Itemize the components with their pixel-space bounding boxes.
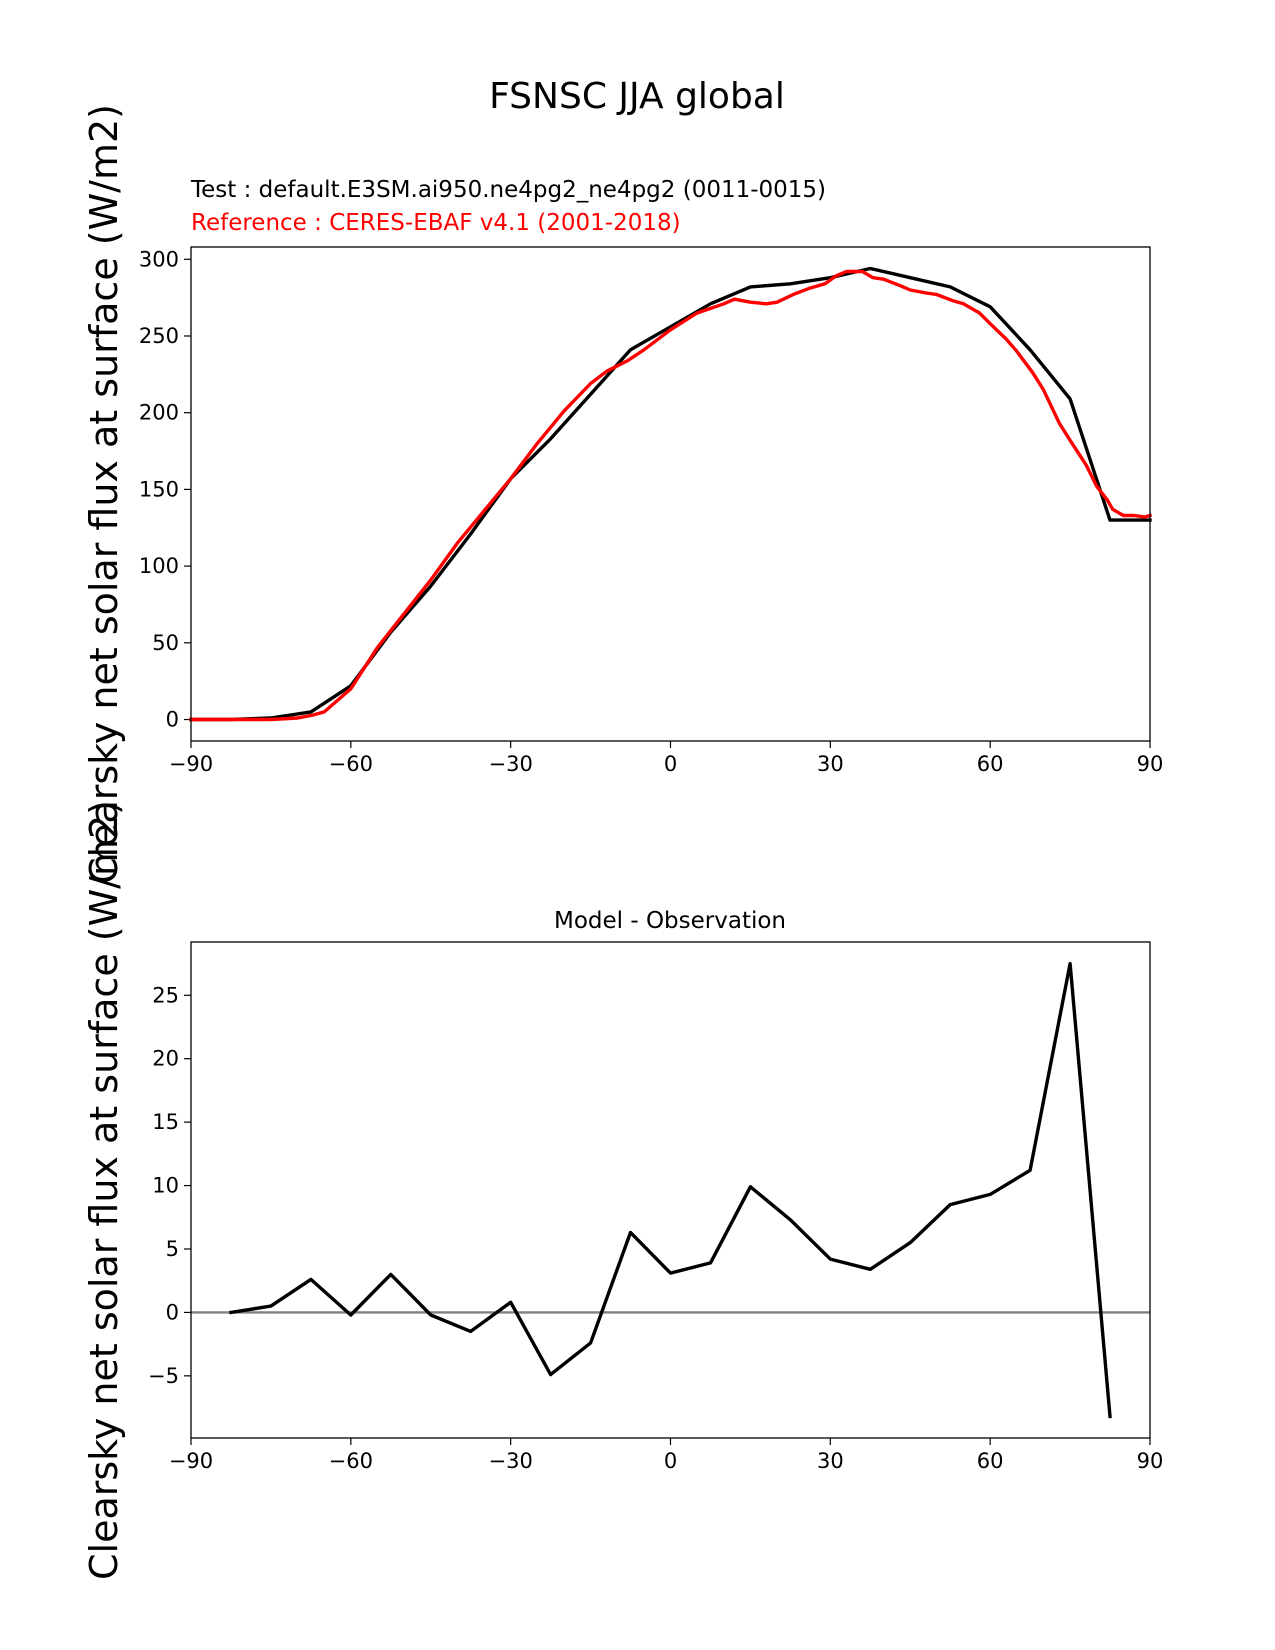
reference-label: Reference : CERES-EBAF v4.1 (2001-2018) (191, 210, 681, 236)
reference-series-line (189, 269, 1153, 722)
test-series-line (189, 266, 1152, 722)
top-y-axis-label: Clearsky net solar flux at surface (W/m2… (82, 104, 126, 884)
top-axes-frame (190, 246, 1151, 742)
bottom-x-tick-label: 0 (664, 1449, 677, 1473)
model-observation-series-line (229, 961, 1112, 1419)
top-y-tick-label: 100 (139, 554, 179, 578)
bottom-series-lines (191, 961, 1150, 1419)
top-x-tick-label: 30 (817, 752, 844, 776)
difference-title: Model - Observation (554, 908, 786, 934)
top-y-tick-label: 50 (152, 631, 179, 655)
test-label: Test : default.E3SM.ai950.ne4pg2_ne4pg2 … (190, 177, 826, 203)
bottom-axes-ticks: −90 −60 −30 0 30 60 90 −5 0 5 10 15 20 25 (148, 983, 1163, 1473)
top-y-tick-label: 250 (139, 324, 179, 348)
top-x-tick-label: −90 (169, 752, 213, 776)
top-y-tick-label: 200 (139, 401, 179, 425)
top-y-tick-label: 0 (166, 708, 179, 732)
bottom-y-tick-label: 20 (152, 1047, 179, 1071)
bottom-x-tick-label: −60 (329, 1449, 373, 1473)
bottom-y-tick-label: 10 (152, 1174, 179, 1198)
bottom-y-tick-label: −5 (148, 1364, 179, 1388)
bottom-y-tick-label: 15 (152, 1110, 179, 1134)
top-axes-ticks: −90 −60 −30 0 30 60 90 0 50 100 150 200 250 300 (139, 247, 1163, 776)
top-x-tick-label: 60 (977, 752, 1004, 776)
bottom-y-tick-label: 5 (166, 1237, 179, 1261)
bottom-x-tick-label: 60 (977, 1449, 1004, 1473)
bottom-x-tick-label: −30 (489, 1449, 533, 1473)
bottom-y-axis-label: Clearsky net solar flux at surface (W/m2… (82, 800, 126, 1580)
bottom-x-tick-label: −90 (169, 1449, 213, 1473)
top-y-tick-label: 150 (139, 477, 179, 501)
top-x-tick-label: 0 (664, 752, 677, 776)
bottom-x-tick-label: 30 (817, 1449, 844, 1473)
bottom-y-tick-label: 0 (166, 1300, 179, 1324)
bottom-axes-frame (190, 941, 1151, 1439)
figure-title: FSNSC JJA global (489, 76, 785, 117)
top-x-tick-label: 90 (1137, 752, 1164, 776)
bottom-chart: Model - Observation −90 −60 −30 0 30 60 90 −5 0 5… (82, 800, 1163, 1580)
bottom-y-tick-label: 25 (152, 983, 179, 1007)
top-x-tick-label: −30 (489, 752, 533, 776)
top-chart: Test : default.E3SM.ai950.ne4pg2_ne4pg2 … (82, 104, 1163, 884)
top-series-lines (189, 266, 1153, 722)
top-x-tick-label: −60 (329, 752, 373, 776)
bottom-x-tick-label: 90 (1137, 1449, 1164, 1473)
top-y-tick-label: 300 (139, 247, 179, 271)
